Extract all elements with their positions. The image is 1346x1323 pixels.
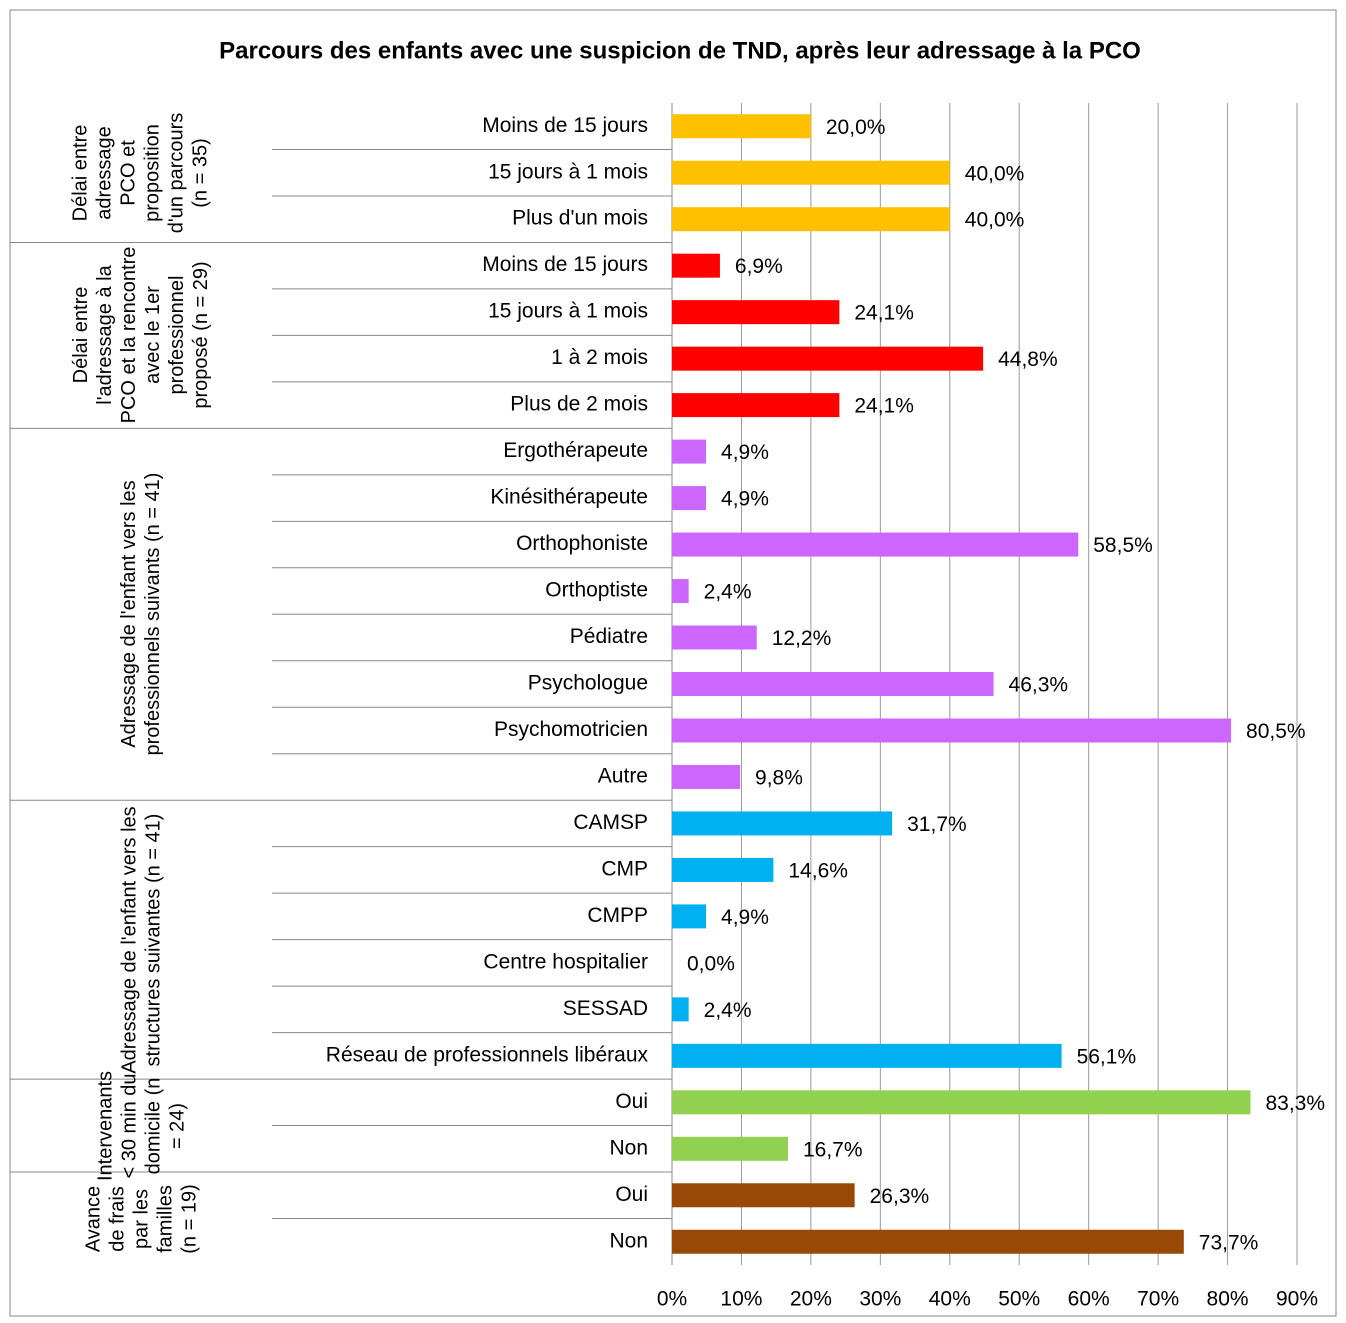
bar xyxy=(672,718,1232,743)
category-label: Moins de 15 jours xyxy=(482,114,648,137)
bar xyxy=(672,532,1079,557)
bar xyxy=(672,625,757,650)
bar xyxy=(672,764,741,789)
x-tick-label: 20% xyxy=(790,1288,832,1311)
data-label: 58,5% xyxy=(1093,534,1153,557)
bar xyxy=(672,160,950,185)
group-label: Adressage de l'enfant vers les professio… xyxy=(118,472,165,756)
bar xyxy=(672,857,774,882)
category-label: CMP xyxy=(601,857,648,880)
bar xyxy=(672,1090,1251,1115)
category-label: Kinésithérapeute xyxy=(490,486,648,509)
category-label: Orthoptiste xyxy=(545,579,648,602)
group-label: Délai entre adressage PCO et proposition… xyxy=(69,112,212,233)
data-label: 12,2% xyxy=(772,627,832,650)
category-label: Moins de 15 jours xyxy=(482,253,648,276)
data-label: 46,3% xyxy=(1009,674,1069,697)
x-tick-label: 50% xyxy=(998,1288,1040,1311)
data-label: 56,1% xyxy=(1077,1045,1137,1068)
data-label: 2,4% xyxy=(704,999,752,1022)
category-label: Plus d'un mois xyxy=(512,207,648,230)
category-label: 15 jours à 1 mois xyxy=(488,160,648,183)
chart-title: Parcours des enfants avec une suspicion … xyxy=(219,37,1141,64)
bar xyxy=(672,672,994,696)
bar xyxy=(672,114,811,139)
bar xyxy=(672,207,950,232)
bar xyxy=(672,579,689,604)
data-label: 6,9% xyxy=(735,255,783,278)
category-label: 1 à 2 mois xyxy=(551,346,648,369)
chart-border xyxy=(9,9,1337,1317)
category-label: Centre hospitalier xyxy=(483,950,648,973)
bar xyxy=(672,486,707,511)
bar xyxy=(672,300,840,325)
data-label: 80,5% xyxy=(1246,720,1306,743)
category-label: Non xyxy=(609,1229,648,1252)
category-label: CMPP xyxy=(587,904,648,927)
category-label: Orthophoniste xyxy=(516,532,648,555)
data-label: 9,8% xyxy=(755,767,803,790)
category-label: Oui xyxy=(615,1183,648,1206)
group-label: Avance de frais par les familles (n = 19… xyxy=(81,1183,200,1254)
bar xyxy=(672,253,720,278)
bar xyxy=(672,1136,788,1161)
x-tick-label: 0% xyxy=(657,1288,687,1311)
x-tick-label: 60% xyxy=(1068,1288,1110,1311)
category-label: Psychomotricien xyxy=(494,718,648,741)
data-label: 4,9% xyxy=(721,441,769,464)
bar xyxy=(672,393,840,418)
category-label: Non xyxy=(609,1136,648,1159)
data-label: 31,7% xyxy=(907,813,967,836)
data-label: 2,4% xyxy=(704,581,752,604)
bar xyxy=(672,997,689,1022)
data-label: 4,9% xyxy=(721,906,769,929)
group-label: Délai entre l'adressage à la PCO et la r… xyxy=(69,247,212,424)
data-label: 83,3% xyxy=(1265,1092,1325,1115)
data-label: 24,1% xyxy=(854,302,914,325)
bar xyxy=(672,439,707,464)
category-label: Oui xyxy=(615,1090,648,1113)
bar xyxy=(672,1229,1184,1254)
bar xyxy=(672,1043,1062,1068)
data-label: 4,9% xyxy=(721,488,769,511)
bar xyxy=(672,811,893,836)
data-label: 44,8% xyxy=(998,348,1058,371)
category-label: Ergothérapeute xyxy=(503,439,648,462)
category-label: Plus de 2 mois xyxy=(510,393,648,416)
data-label: 20,0% xyxy=(826,116,886,139)
data-label: 14,6% xyxy=(788,859,848,882)
group-label: Adressage de l'enfant vers les structure… xyxy=(117,805,164,1074)
bar xyxy=(672,346,984,371)
data-label: 24,1% xyxy=(854,395,914,418)
category-label: Psychologue xyxy=(528,672,648,695)
x-tick-label: 90% xyxy=(1276,1288,1318,1311)
data-label: 73,7% xyxy=(1199,1231,1259,1254)
x-tick-label: 40% xyxy=(929,1288,971,1311)
bar xyxy=(672,1183,855,1208)
data-label: 16,7% xyxy=(803,1138,863,1161)
category-label: CAMSP xyxy=(573,811,648,834)
data-label: 40,0% xyxy=(965,162,1025,185)
category-label: SESSAD xyxy=(563,997,648,1020)
x-tick-label: 70% xyxy=(1137,1288,1179,1311)
data-label: 40,0% xyxy=(965,209,1025,232)
bar xyxy=(672,904,707,929)
x-tick-label: 10% xyxy=(720,1288,762,1311)
category-label: Réseau de professionnels libéraux xyxy=(326,1043,649,1066)
category-label: Pédiatre xyxy=(570,625,648,648)
group-label: Intervenants < 30 min du domicile (n = 2… xyxy=(93,1070,188,1181)
data-label: 0,0% xyxy=(687,952,735,975)
x-tick-label: 80% xyxy=(1207,1288,1249,1311)
x-tick-label: 30% xyxy=(859,1288,901,1311)
category-label: 15 jours à 1 mois xyxy=(488,300,648,323)
data-label: 26,3% xyxy=(870,1185,930,1208)
category-label: Autre xyxy=(598,765,648,788)
